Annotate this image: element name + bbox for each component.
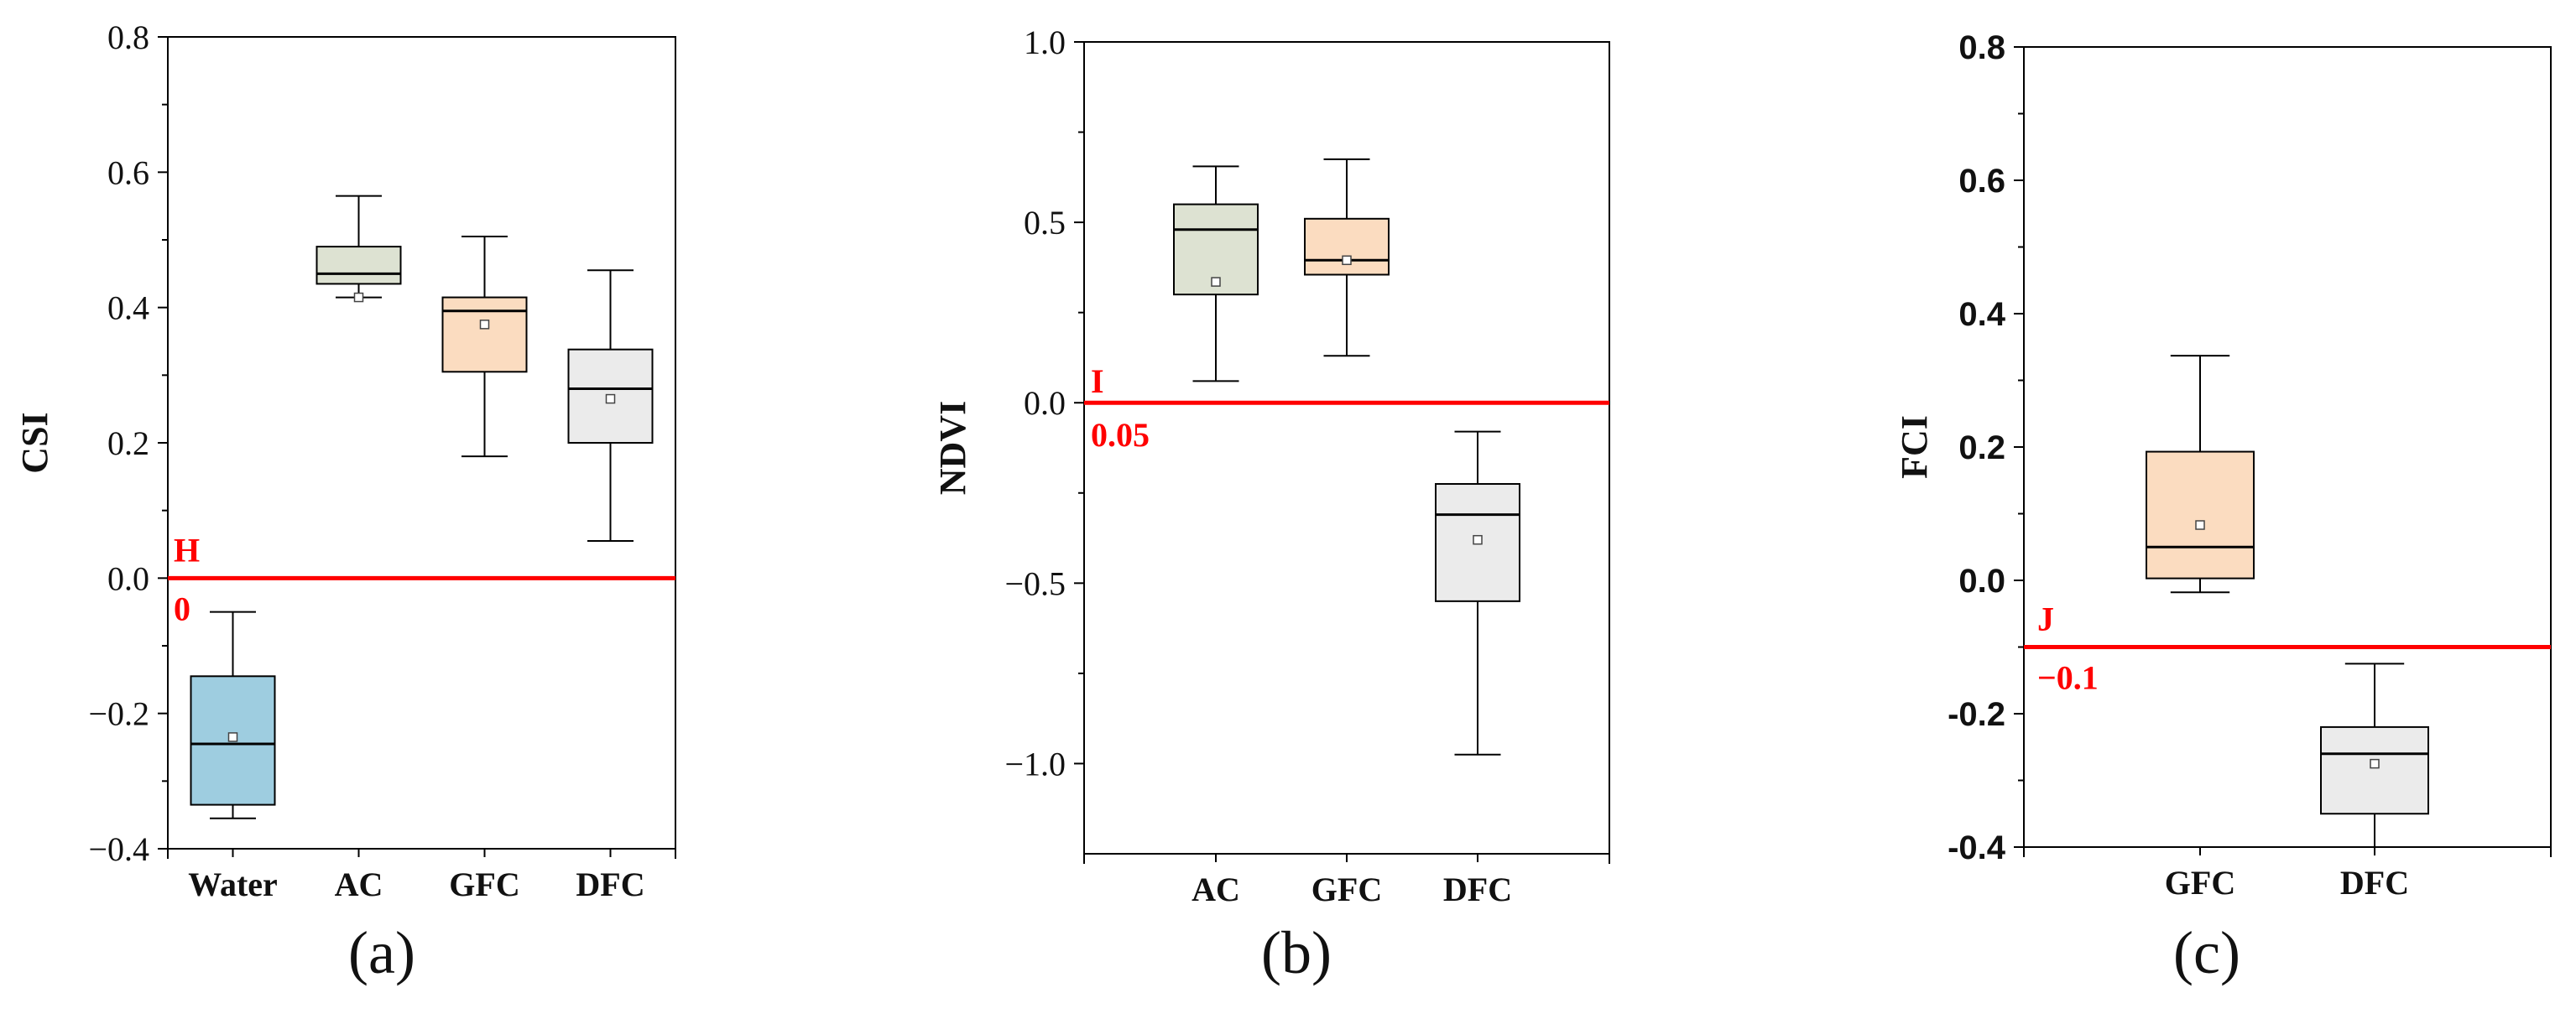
box-mean-marker (2195, 520, 2205, 530)
x-category-label: GFC (449, 866, 519, 903)
y-tick-label: 0.5 (1024, 204, 1066, 242)
x-category-label: DFC (1443, 871, 1512, 908)
reference-value: 0 (174, 590, 190, 627)
box-dfc: DFC (567, 269, 654, 903)
box-iqr (2146, 450, 2255, 580)
y-tick-label: 0.4 (107, 289, 149, 327)
x-category-label: GFC (1311, 871, 1382, 908)
box-gfc: GFC (2146, 355, 2255, 902)
y-tick-label: 0.0 (1958, 563, 2005, 600)
box-mean-marker (353, 292, 364, 303)
reference-letter: I (1091, 362, 1104, 400)
x-category-label: Water (188, 866, 278, 903)
x-category-label: GFC (2165, 864, 2235, 902)
reference-letter: H (174, 531, 200, 569)
panel-label: (c) (2173, 919, 2240, 986)
y-axis-title: CSI (14, 412, 55, 473)
panel-b: −1.0 −0.5 0.0 0.5 1.0 NDVI I 0.05 AC GFC DFC (b) (932, 23, 1610, 986)
y-tick-label: -0.2 (1948, 696, 2005, 733)
box-iqr (2320, 725, 2429, 815)
box-gfc: GFC (441, 235, 528, 903)
box-iqr (1304, 217, 1390, 276)
y-tick-label: 0.6 (1958, 163, 2005, 200)
x-category-label: DFC (576, 866, 644, 903)
y-tick-label: −0.2 (88, 695, 149, 733)
y-tick-label: 0.8 (1958, 29, 2005, 66)
y-tick-label: 0.6 (107, 153, 149, 191)
y-tick-label: 0.0 (1024, 384, 1066, 422)
reference-value: 0.05 (1091, 416, 1150, 454)
box-mean-marker (1342, 255, 1352, 266)
box-mean-marker (1211, 277, 1221, 287)
box-dfc: DFC (2320, 663, 2429, 902)
y-tick-label: −0.4 (88, 830, 149, 868)
y-tick-label: 1.0 (1024, 23, 1066, 61)
box-water: Water (188, 611, 278, 903)
box-mean-marker (479, 320, 490, 330)
box-iqr (315, 246, 402, 285)
y-tick-label: −0.5 (1004, 564, 1066, 602)
x-category-label: AC (1192, 871, 1240, 908)
box-iqr (441, 296, 528, 373)
reference-value: −0.1 (2037, 659, 2099, 697)
panel-label: (b) (1261, 919, 1332, 986)
panel-c: -0.4 -0.2 0.0 0.2 0.4 0.6 0.8 FCI J −0.1 GFC DFC (c) (1894, 29, 2552, 986)
box-mean-marker (227, 732, 238, 742)
panel-label: (a) (348, 919, 415, 986)
box-ac: AC (1173, 165, 1259, 908)
y-tick-label: −1.0 (1004, 745, 1066, 782)
y-tick-label: 0.2 (107, 424, 149, 462)
plot-frame (2023, 46, 2552, 848)
y-tick-label: -0.4 (1948, 829, 2006, 866)
y-axis-title: FCI (1894, 415, 1935, 479)
box-mean-marker (2370, 758, 2380, 769)
box-mean-marker (605, 393, 616, 404)
y-tick-label: 0.8 (107, 18, 149, 56)
box-mean-marker (1473, 534, 1483, 545)
box-dfc: DFC (1435, 430, 1520, 908)
box-gfc: GFC (1304, 158, 1390, 908)
x-category-label: DFC (2340, 864, 2409, 902)
x-category-label: AC (335, 866, 383, 903)
panel-a: −0.4 −0.2 0.0 0.2 0.4 0.6 0.8 CSI H 0 Water AC GFC DF… (14, 18, 676, 986)
box-ac: AC (315, 195, 402, 903)
reference-letter: J (2037, 600, 2054, 638)
y-tick-label: 0.2 (1958, 429, 2005, 466)
y-axis-title: NDVI (932, 401, 973, 495)
y-tick-label: 0.0 (107, 559, 149, 597)
y-tick-label: 0.4 (1958, 296, 2005, 333)
